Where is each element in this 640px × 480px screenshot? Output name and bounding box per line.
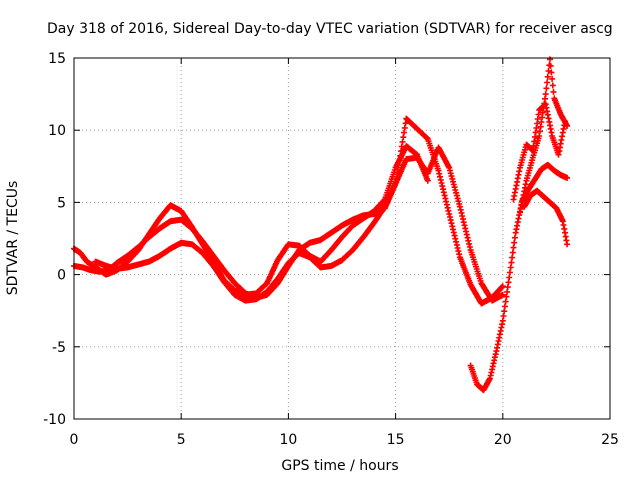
y-tick-label: 0 xyxy=(57,268,66,284)
x-tick-label: 5 xyxy=(177,432,186,448)
data-points xyxy=(71,56,571,394)
y-tick-label: -10 xyxy=(43,412,66,428)
y-tick-label: 15 xyxy=(48,51,66,67)
series-track-4 xyxy=(467,161,571,394)
tick-labels: 0 5 10 15 20 25 -10 -5 0 5 10 15 xyxy=(43,51,619,448)
y-tick-label: -5 xyxy=(52,340,66,356)
series-track-3 xyxy=(92,115,506,307)
data-point-markers xyxy=(92,115,506,307)
y-axis-label: SDTVAR / TECUs xyxy=(5,181,21,296)
chart-title: Day 318 of 2016, Sidereal Day-to-day VTE… xyxy=(47,21,613,37)
data-point-markers xyxy=(467,161,571,394)
x-axis-label: GPS time / hours xyxy=(281,458,398,474)
x-tick-label: 0 xyxy=(70,432,79,448)
series-track-7 xyxy=(521,187,571,248)
series-track-6 xyxy=(517,56,571,216)
x-tick-label: 20 xyxy=(494,432,512,448)
y-tick-label: 5 xyxy=(57,195,66,211)
x-tick-label: 15 xyxy=(387,432,405,448)
grid xyxy=(74,58,610,419)
plot-frame xyxy=(73,57,611,420)
data-point-markers xyxy=(521,187,571,248)
data-point-markers xyxy=(517,56,571,216)
y-tick-label: 10 xyxy=(48,123,66,139)
x-tick-label: 25 xyxy=(601,432,619,448)
x-tick-label: 10 xyxy=(279,432,297,448)
